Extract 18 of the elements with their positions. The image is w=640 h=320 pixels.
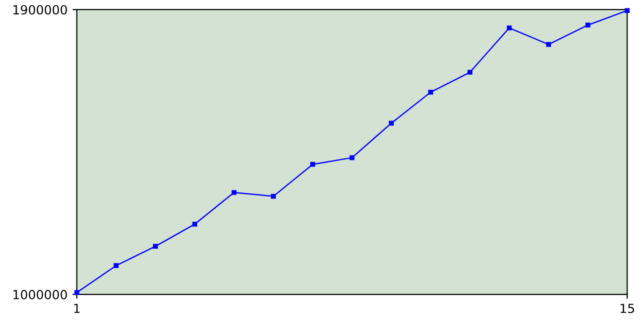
point (468, 70, 472, 75)
point (114, 263, 119, 268)
point (270, 194, 276, 199)
point (350, 155, 354, 160)
x-tick-label: 1 (74, 304, 80, 313)
point (232, 190, 236, 195)
y-tick-label: 1900000 (13, 5, 67, 15)
y-tick-label: 1000000 (13, 290, 67, 300)
point (506, 26, 512, 30)
point (310, 162, 316, 167)
point (153, 244, 158, 249)
point (585, 22, 590, 28)
x-tick-label: 15 (620, 304, 634, 314)
point (388, 120, 394, 126)
point (546, 42, 551, 47)
point (192, 222, 198, 227)
point (624, 8, 630, 13)
point (428, 90, 434, 95)
